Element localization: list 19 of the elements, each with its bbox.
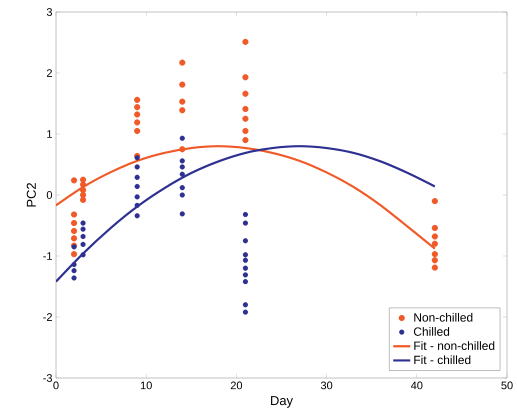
x-tick-label: 50 <box>501 382 513 390</box>
x-tick-label: 0 <box>53 382 59 390</box>
legend-label: Chilled <box>414 327 450 336</box>
legend-label: Fit - non-chilled <box>414 341 494 350</box>
y-tick-label: -1 <box>43 252 52 260</box>
x-axis-title: Day <box>271 396 293 408</box>
y-tick-label: 0 <box>46 191 52 199</box>
y-tick-label: 1 <box>47 130 52 138</box>
x-tick-label: 40 <box>410 382 422 390</box>
y-tick-label: 2 <box>46 69 52 77</box>
x-tick-label: 30 <box>320 382 332 390</box>
y-tick-label: -3 <box>43 374 52 382</box>
y-axis-title: PC2 <box>26 183 36 207</box>
y-tick-label: -2 <box>43 313 52 321</box>
y-tick-label: 3 <box>46 8 52 16</box>
x-tick-label: 10 <box>140 382 152 390</box>
legend-label: Fit - chilled <box>414 355 470 364</box>
x-tick-label: 20 <box>230 382 242 390</box>
legend-label: Non-chilled <box>414 312 472 322</box>
